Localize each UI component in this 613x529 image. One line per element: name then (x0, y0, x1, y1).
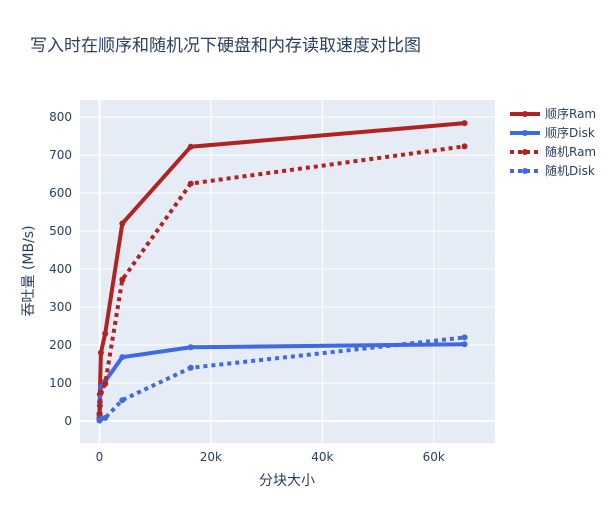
plot-area (80, 100, 495, 443)
data-point (96, 411, 103, 418)
legend-marker (522, 149, 528, 155)
data-point (461, 341, 468, 348)
data-point (119, 397, 126, 404)
legend-label: 随机Disk (545, 163, 595, 178)
x-tick-label: 40k (311, 450, 333, 464)
data-point (97, 349, 104, 356)
data-point (119, 276, 126, 283)
x-tick-label: 20k (200, 450, 222, 464)
y-tick-label: 400 (49, 262, 72, 276)
legend-item[interactable]: 随机Disk (510, 163, 595, 178)
data-point (187, 344, 194, 351)
legend: 顺序Ram 顺序Disk 随机Ram 随机Disk (510, 106, 596, 178)
series-4 (96, 334, 468, 424)
data-point (187, 180, 194, 187)
legend-item[interactable]: 顺序Ram (510, 106, 596, 121)
chart-title: 写入时在顺序和随机况下硬盘和内存读取速度对比图 (30, 36, 421, 56)
data-point (187, 143, 194, 150)
data-point (187, 364, 194, 371)
y-tick-label: 800 (49, 110, 72, 124)
data-point (96, 402, 103, 409)
y-tick-label: 200 (49, 338, 72, 352)
x-axis-title: 分块大小 (259, 473, 315, 489)
data-point (119, 220, 126, 227)
legend-marker (522, 168, 528, 174)
y-axis-title: 吞吐量 (MB/s) (21, 225, 37, 316)
tick-labels: 0 100 200 300 400 500 600 700 800 0 20k 40k 60k (49, 110, 445, 464)
data-point (102, 414, 109, 421)
legend-label: 顺序Ram (545, 106, 596, 121)
legend-marker (522, 111, 528, 117)
data-point (102, 330, 109, 337)
series-layer (96, 120, 468, 424)
legend-item[interactable]: 随机Ram (510, 144, 596, 159)
series-line (97, 144, 465, 420)
data-point (461, 334, 468, 341)
data-point (119, 354, 126, 361)
x-tick-label: 60k (423, 450, 445, 464)
y-tick-label: 700 (49, 148, 72, 162)
legend-label: 顺序Disk (545, 125, 595, 140)
y-tick-label: 600 (49, 186, 72, 200)
y-tick-label: 300 (49, 300, 72, 314)
legend-marker (522, 130, 528, 136)
data-point (461, 143, 468, 150)
y-tick-label: 500 (49, 224, 72, 238)
data-point (102, 380, 109, 387)
y-tick-label: 0 (64, 414, 72, 428)
data-point (461, 120, 468, 127)
x-tick-label: 0 (96, 450, 104, 464)
data-point (97, 389, 104, 396)
y-tick-label: 100 (49, 376, 72, 390)
legend-item[interactable]: 顺序Disk (510, 125, 595, 140)
legend-label: 随机Ram (545, 144, 596, 159)
